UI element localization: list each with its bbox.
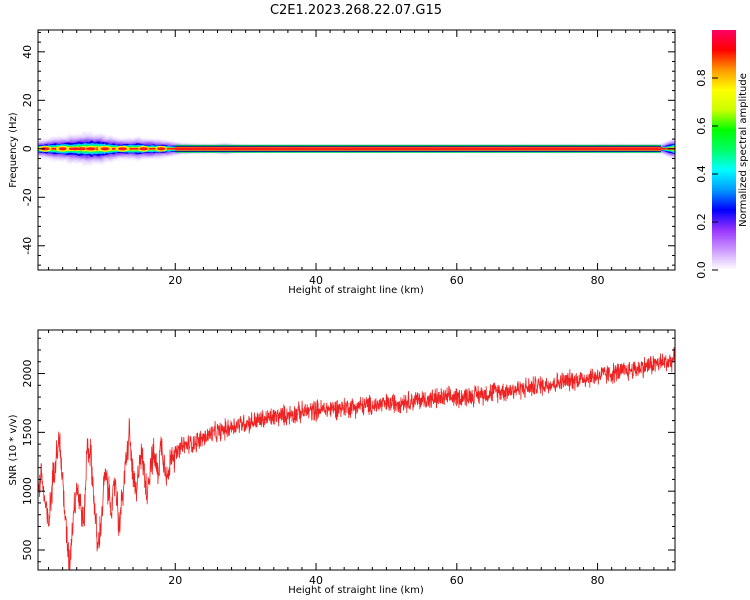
spectrogram-ticks: 20 40 60 80 -40 -20 0 20 40 — [21, 30, 675, 287]
snr-series-line — [38, 347, 675, 570]
colorbar: 0.0 0.2 0.4 0.6 0.8 Normalized spectral ampl… — [695, 30, 749, 279]
snr-xtick-label: 20 — [168, 574, 182, 587]
spectrogram-plot-area — [38, 131, 675, 167]
spectrogram-xtick-label: 80 — [591, 274, 605, 287]
spectrogram-peak-core — [156, 147, 166, 151]
spectrogram-peak-core — [100, 147, 110, 151]
snr-xtick-label: 60 — [450, 574, 464, 587]
spectrogram-xtick-label: 60 — [450, 274, 464, 287]
snr-xtick-label: 40 — [309, 574, 323, 587]
spectrogram-xtick-label: 20 — [168, 274, 182, 287]
snr-ylabel: SNR (10 * v/v) — [8, 414, 19, 485]
spectrogram-peak-core — [40, 147, 50, 151]
spectrogram-ytick-label: 20 — [21, 93, 34, 107]
spectrogram-frame — [37, 29, 676, 271]
colorbar-tick-label: 0.8 — [695, 69, 708, 87]
snr-panel: 20 40 60 80 500 1000 1500 2000 Height of straig… — [8, 329, 676, 596]
spectrogram-peak-core — [139, 147, 148, 151]
spectrogram-peak-core — [58, 147, 67, 151]
snr-ticks: 20 40 60 80 500 1000 1500 2000 — [21, 330, 675, 587]
snr-frame — [37, 329, 676, 571]
snr-ytick-label: 1500 — [21, 418, 34, 446]
spectrogram-xtick-label: 40 — [309, 274, 323, 287]
snr-xlabel: Height of straight line (km) — [288, 585, 424, 596]
spectrogram-ytick-label: 0 — [21, 145, 34, 152]
spectrogram-ytick-label: -20 — [21, 188, 34, 206]
spectrogram-ytick-label: 40 — [21, 45, 34, 59]
colorbar-gradient — [712, 30, 736, 270]
snr-ytick-label: 1000 — [21, 477, 34, 505]
colorbar-tick-label: 0.6 — [695, 117, 708, 135]
spectrogram-panel: 20 40 60 80 -40 -20 0 20 40 Height of straight l… — [8, 29, 676, 296]
snr-plot-area — [38, 347, 675, 570]
colorbar-tick-label: 0.4 — [695, 165, 708, 183]
spectrogram-ylabel: Frequency (Hz) — [8, 112, 19, 188]
colorbar-label: Normalized spectral amplitude — [738, 73, 749, 227]
colorbar-tick-label: 0.0 — [695, 261, 708, 279]
spectrogram-peak-core — [85, 147, 96, 151]
snr-ytick-label: 500 — [21, 540, 34, 561]
spectrogram-peak-core — [117, 147, 127, 151]
spectrogram-peak-line — [175, 147, 661, 151]
snr-xtick-label: 80 — [591, 574, 605, 587]
colorbar-ticks: 0.0 0.2 0.4 0.6 0.8 — [695, 69, 718, 279]
snr-ytick-label: 2000 — [21, 360, 34, 388]
spectrogram-ytick-label: -40 — [21, 237, 34, 255]
colorbar-tick-label: 0.2 — [695, 213, 708, 231]
spectrogram-xlabel: Height of straight line (km) — [288, 285, 424, 296]
figure-title: C2E1.2023.268.22.07.G15 — [270, 3, 442, 18]
